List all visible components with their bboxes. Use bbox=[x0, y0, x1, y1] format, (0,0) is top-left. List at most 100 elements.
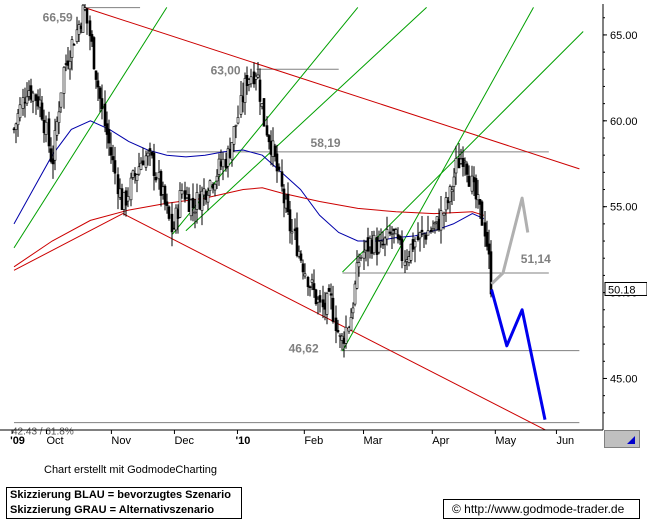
candle-body-61 bbox=[144, 155, 148, 168]
candle-body-173 bbox=[385, 229, 389, 240]
candle-body-160 bbox=[357, 262, 361, 268]
candle-body-49 bbox=[118, 188, 122, 198]
candle-body-156 bbox=[349, 317, 353, 331]
candle-body-103 bbox=[234, 124, 238, 127]
candle-body-17 bbox=[49, 148, 53, 162]
candle-body-67 bbox=[157, 171, 161, 180]
candle-body-22 bbox=[59, 92, 63, 108]
candle-body-111 bbox=[252, 71, 256, 85]
moving-average-1 bbox=[13, 187, 485, 268]
candle-body-194 bbox=[431, 228, 435, 231]
candle-body-88 bbox=[202, 188, 206, 196]
trend-line-0 bbox=[84, 7, 580, 170]
candle-body-149 bbox=[334, 317, 338, 331]
candle-body-116 bbox=[262, 98, 266, 127]
x-tick-label-6: Mar bbox=[364, 435, 383, 447]
candle-body-211 bbox=[467, 175, 471, 187]
candle-body-131 bbox=[295, 227, 299, 256]
candle-body-128 bbox=[288, 209, 292, 232]
candle-body-74 bbox=[172, 227, 176, 230]
legend-blue-scenario: Skizzierung BLAU = bevorzugtes Szenario bbox=[10, 489, 231, 501]
website-link[interactable]: © http://www.godmode-trader.de bbox=[443, 499, 640, 519]
level-label-1: 63,00 bbox=[211, 63, 241, 77]
level-label-2: 58,19 bbox=[311, 136, 341, 150]
candle-body-129 bbox=[290, 231, 294, 234]
candle-body-16 bbox=[47, 118, 51, 147]
arrow-icon bbox=[627, 436, 635, 444]
candle-body-106 bbox=[241, 96, 245, 103]
candle-body-81 bbox=[187, 194, 191, 212]
candle-body-109 bbox=[247, 79, 251, 85]
candle-body-83 bbox=[191, 197, 195, 209]
candle-body-73 bbox=[170, 213, 174, 233]
candle-body-221 bbox=[489, 251, 493, 295]
candle-body-24 bbox=[64, 63, 68, 65]
x-tick-label-3: Dec bbox=[174, 435, 194, 447]
candle-body-50 bbox=[120, 188, 124, 210]
candle-body-188 bbox=[418, 232, 422, 239]
candle-body-162 bbox=[362, 251, 366, 259]
candle-body-147 bbox=[329, 293, 333, 296]
candle-body-108 bbox=[245, 75, 249, 87]
candle-body-177 bbox=[394, 229, 398, 235]
candle-body-127 bbox=[286, 193, 290, 213]
candle-body-214 bbox=[474, 178, 478, 200]
candle-body-204 bbox=[452, 176, 456, 187]
candle-body-96 bbox=[219, 161, 223, 167]
candle-body-179 bbox=[398, 235, 402, 241]
candle-body-59 bbox=[139, 162, 143, 170]
candle-body-66 bbox=[154, 176, 158, 181]
candle-body-195 bbox=[433, 222, 437, 225]
candle-body-98 bbox=[224, 158, 228, 169]
candle-body-169 bbox=[377, 241, 381, 253]
candle-body-64 bbox=[150, 151, 154, 156]
candle-body-146 bbox=[327, 288, 331, 292]
candle-body-0 bbox=[12, 128, 16, 131]
candle-body-137 bbox=[308, 286, 312, 288]
candle-body-20 bbox=[55, 121, 59, 136]
candle-body-57 bbox=[135, 174, 139, 181]
x-tick-label-8: May bbox=[495, 435, 516, 447]
candle-body-9 bbox=[31, 92, 35, 102]
candle-body-69 bbox=[161, 186, 165, 195]
candle-body-118 bbox=[267, 135, 271, 143]
candle-body-28 bbox=[72, 44, 76, 46]
candle-body-220 bbox=[487, 243, 491, 255]
scenario-blau bbox=[490, 289, 547, 421]
candle-body-167 bbox=[372, 234, 376, 254]
candle-body-202 bbox=[448, 186, 452, 203]
scenario-sketches bbox=[490, 196, 547, 421]
candle-body-170 bbox=[379, 240, 383, 243]
y-tick-label-1: 60.00 bbox=[610, 116, 638, 128]
x-tick-label-4: '10 bbox=[235, 435, 250, 447]
candle-body-189 bbox=[420, 229, 424, 232]
candle-body-39 bbox=[96, 80, 100, 88]
x-tick-label-5: Feb bbox=[304, 435, 323, 447]
candle-body-122 bbox=[275, 153, 279, 172]
chart-credit: Chart erstellt mit GodmodeCharting bbox=[44, 464, 218, 476]
candle-body-192 bbox=[426, 230, 430, 236]
candle-body-23 bbox=[62, 67, 66, 94]
candle-body-27 bbox=[70, 39, 74, 58]
candle-body-157 bbox=[351, 307, 355, 314]
trend-line-1 bbox=[13, 213, 547, 430]
candle-body-21 bbox=[57, 111, 61, 123]
candle-body-63 bbox=[148, 148, 152, 152]
candle-body-186 bbox=[413, 241, 417, 248]
trend-lines bbox=[13, 7, 584, 430]
candle-body-37 bbox=[92, 37, 96, 70]
candle-body-191 bbox=[424, 235, 428, 240]
candle-body-101 bbox=[230, 142, 234, 161]
candle-body-45 bbox=[109, 147, 113, 156]
candle-body-84 bbox=[193, 211, 197, 214]
candle-body-44 bbox=[107, 129, 111, 144]
candle-body-53 bbox=[126, 196, 130, 202]
candle-body-150 bbox=[336, 330, 340, 333]
level-annotations: 66,59 63,00 58,19 51,14 46,62 42.43 / 61.8% bbox=[12, 11, 551, 438]
chart-menu-button[interactable] bbox=[604, 430, 640, 448]
candle-body-86 bbox=[198, 194, 202, 210]
candle-body-175 bbox=[390, 233, 394, 235]
candle-body-94 bbox=[215, 175, 219, 182]
level-label-5: 42.43 / 61.8% bbox=[12, 427, 74, 438]
candle-body-41 bbox=[100, 98, 104, 110]
